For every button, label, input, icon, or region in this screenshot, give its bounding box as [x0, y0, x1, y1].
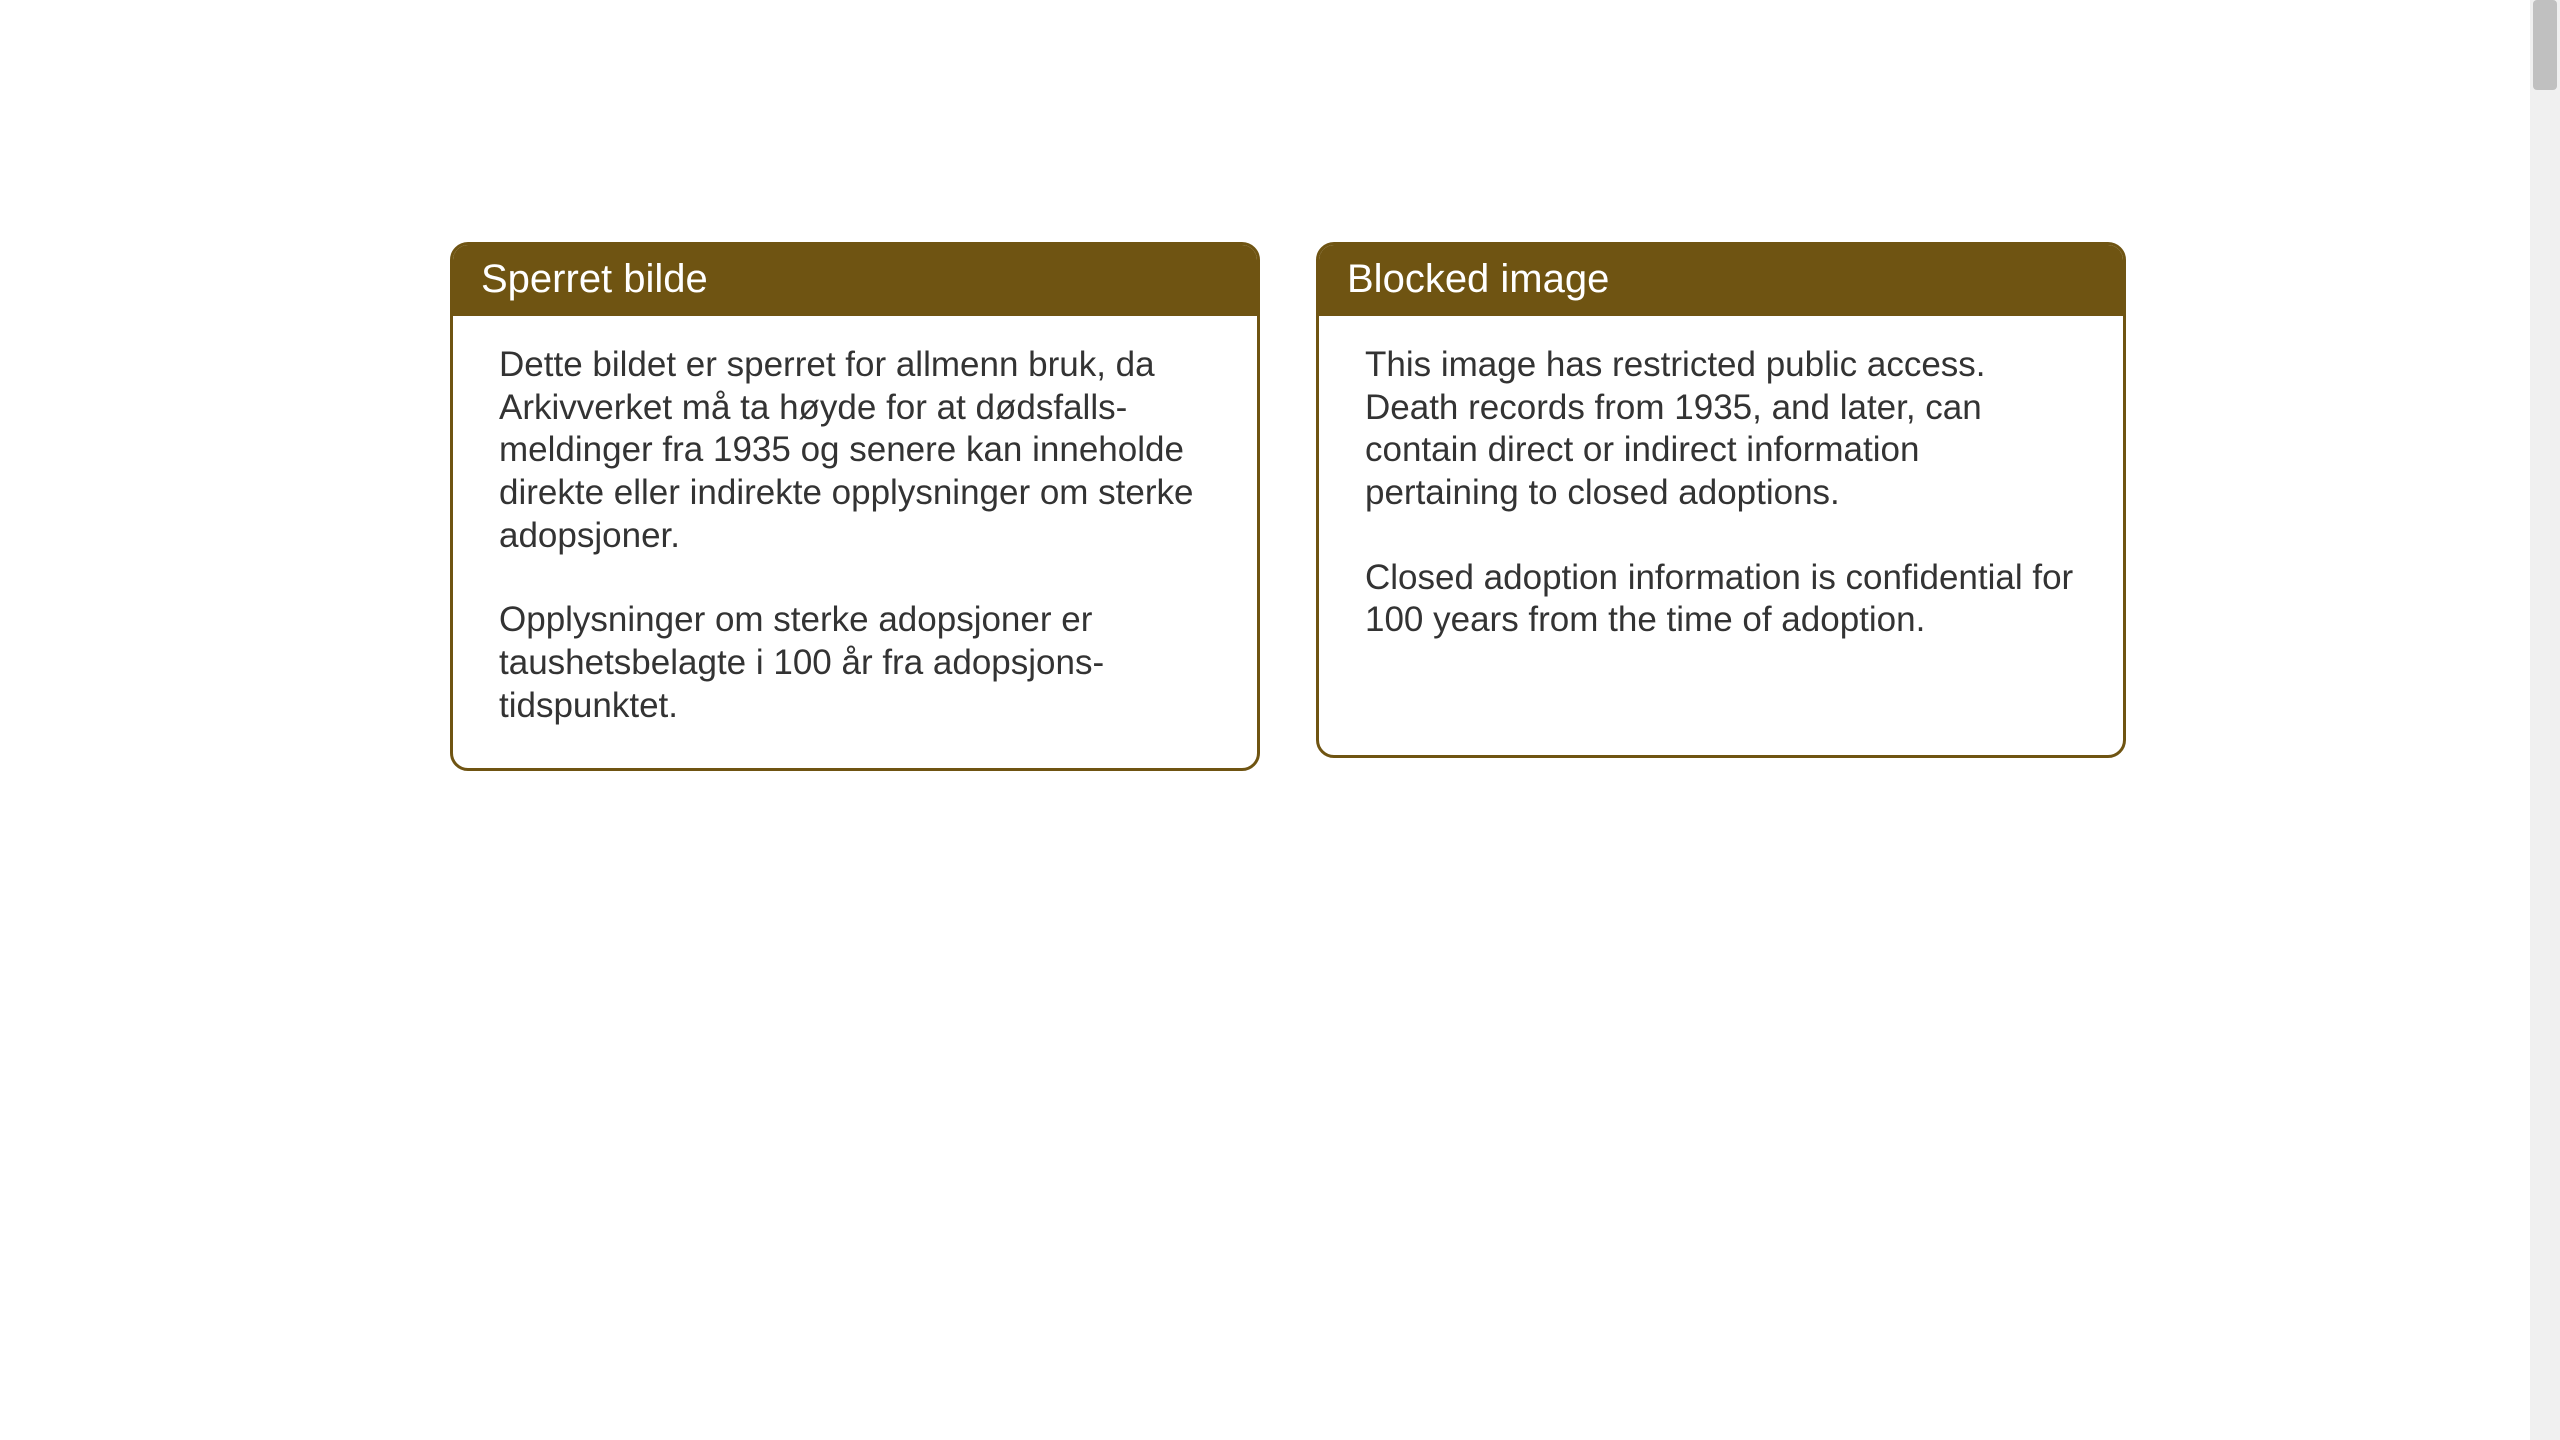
notice-paragraph-norwegian-2: Opplysninger om sterke adopsjoner er tau… — [499, 599, 1211, 727]
card-body-english: This image has restricted public access.… — [1319, 316, 2123, 682]
card-title-english: Blocked image — [1347, 257, 1609, 301]
blocked-image-card-english: Blocked image This image has restricted … — [1316, 242, 2126, 758]
card-header-english: Blocked image — [1319, 245, 2123, 316]
notice-paragraph-norwegian-1: Dette bildet er sperret for allmenn bruk… — [499, 344, 1211, 557]
vertical-scrollbar[interactable] — [2530, 0, 2560, 1440]
scrollbar-thumb[interactable] — [2533, 0, 2557, 90]
notice-container: Sperret bilde Dette bildet er sperret fo… — [0, 0, 2560, 771]
notice-paragraph-english-1: This image has restricted public access.… — [1365, 344, 2077, 515]
notice-paragraph-english-2: Closed adoption information is confident… — [1365, 557, 2077, 642]
card-body-norwegian: Dette bildet er sperret for allmenn bruk… — [453, 316, 1257, 768]
blocked-image-card-norwegian: Sperret bilde Dette bildet er sperret fo… — [450, 242, 1260, 771]
card-header-norwegian: Sperret bilde — [453, 245, 1257, 316]
card-title-norwegian: Sperret bilde — [481, 257, 708, 301]
